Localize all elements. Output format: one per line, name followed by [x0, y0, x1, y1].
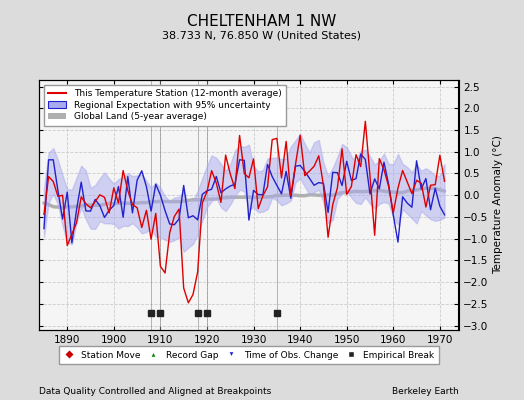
Legend: This Temperature Station (12-month average), Regional Expectation with 95% uncer: This Temperature Station (12-month avera… — [44, 84, 286, 126]
Text: CHELTENHAM 1 NW: CHELTENHAM 1 NW — [187, 14, 337, 29]
Y-axis label: Temperature Anomaly (°C): Temperature Anomaly (°C) — [493, 136, 503, 274]
Text: Berkeley Earth: Berkeley Earth — [392, 387, 458, 396]
Legend: Station Move, Record Gap, Time of Obs. Change, Empirical Break: Station Move, Record Gap, Time of Obs. C… — [59, 346, 439, 364]
Text: 38.733 N, 76.850 W (United States): 38.733 N, 76.850 W (United States) — [162, 30, 362, 40]
Text: Data Quality Controlled and Aligned at Breakpoints: Data Quality Controlled and Aligned at B… — [39, 387, 271, 396]
